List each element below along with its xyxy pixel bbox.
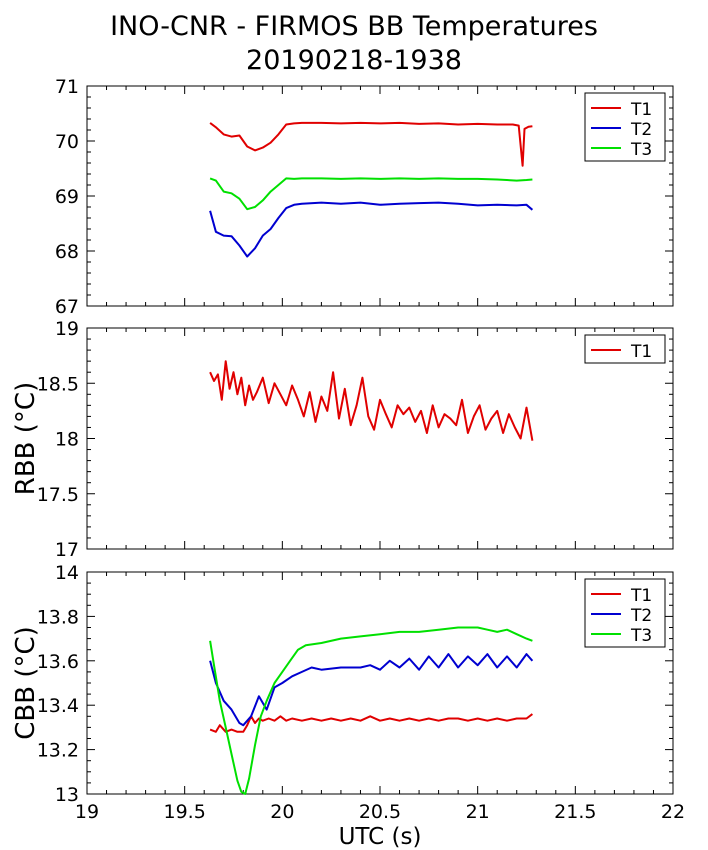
x-tick-label: 20.5 xyxy=(359,801,401,823)
legend-label-t2: T2 xyxy=(630,606,652,626)
y-tick-label: 13.4 xyxy=(37,695,79,717)
legend-label-t1: T1 xyxy=(630,586,652,606)
legend-label-t1: T1 xyxy=(630,100,652,120)
series-line-t2 xyxy=(209,201,534,258)
x-tick-label: 21 xyxy=(466,801,490,823)
series-line-t3 xyxy=(209,177,533,211)
y-tick-label: 69 xyxy=(55,186,79,208)
legend-label-t2: T2 xyxy=(630,120,652,140)
y-tick-label: 13.2 xyxy=(37,740,79,762)
legend-box xyxy=(584,334,666,364)
y-tick-label: 17 xyxy=(55,539,79,561)
y-axis-label: CBB (°C) xyxy=(11,626,41,740)
series-line-t1 xyxy=(209,360,534,441)
y-tick-label: 14 xyxy=(55,562,79,584)
y-tick-label: 70 xyxy=(55,131,79,153)
legend-label-t3: T3 xyxy=(630,626,652,646)
y-tick-label: 13.6 xyxy=(37,651,79,673)
x-tick-label: 20 xyxy=(270,801,294,823)
series-line-t2 xyxy=(209,653,534,727)
series-line-t1 xyxy=(209,121,533,167)
y-tick-label: 71 xyxy=(55,76,79,98)
x-tick-label: 19 xyxy=(75,801,99,823)
series-line-t3 xyxy=(209,626,533,795)
series-line-t1 xyxy=(209,713,533,733)
legend-label-t3: T3 xyxy=(630,140,652,160)
y-tick-label: 18 xyxy=(55,429,79,451)
y-axis-label: RBB (°C) xyxy=(11,382,41,495)
chart-title-line2: 20190218-1938 xyxy=(246,45,462,76)
y-tick-label: 18.5 xyxy=(37,373,79,395)
legend-label-t1: T1 xyxy=(630,342,652,362)
x-tick-label: 22 xyxy=(661,801,685,823)
y-tick-label: 68 xyxy=(55,241,79,263)
y-tick-label: 67 xyxy=(55,296,79,318)
x-tick-label: 19.5 xyxy=(164,801,206,823)
y-tick-label: 19 xyxy=(55,318,79,340)
y-tick-label: 13.8 xyxy=(37,606,79,628)
y-tick-label: 17.5 xyxy=(37,484,79,506)
x-axis-label: UTC (s) xyxy=(339,824,422,850)
y-tick-label: 13 xyxy=(55,784,79,806)
x-tick-label: 21.5 xyxy=(554,801,596,823)
chart-title-line1: INO-CNR - FIRMOS BB Temperatures xyxy=(110,11,598,42)
